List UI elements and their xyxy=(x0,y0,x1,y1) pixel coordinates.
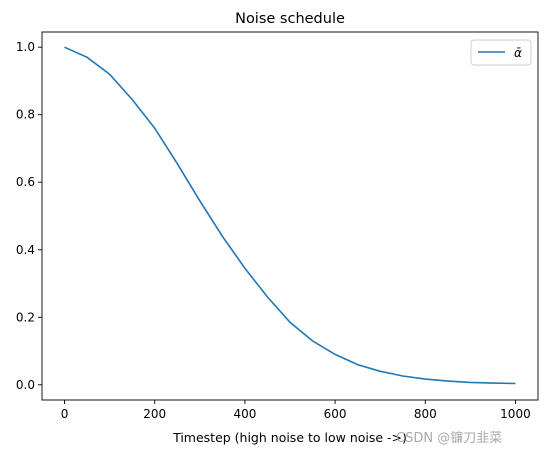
watermark: CSDN @镰刀韭菜 xyxy=(396,430,502,446)
y-tick-label: 0.6 xyxy=(16,175,35,189)
y-tick-label: 0.8 xyxy=(16,108,35,122)
y-tick-label: 1.0 xyxy=(16,40,35,54)
chart-title: Noise schedule xyxy=(235,11,345,27)
series-line-alpha-bar xyxy=(64,46,516,385)
axis-ticks: 0 200 400 600 800 1000 0.0 0.2 0.4 0.6 0.8 1.0 xyxy=(16,40,531,421)
y-tick-label: 0.4 xyxy=(16,243,35,257)
x-tick-label: 200 xyxy=(143,407,166,421)
x-tick-label: 400 xyxy=(233,407,256,421)
x-tick-label: 800 xyxy=(414,407,437,421)
x-tick-label: 0 xyxy=(61,407,69,421)
x-axis-label: Timestep (high noise to low noise ->) xyxy=(172,430,407,445)
legend: ᾱ xyxy=(470,39,532,66)
legend-label: ᾱ xyxy=(514,46,522,60)
x-tick-label: 600 xyxy=(324,407,347,421)
y-tick-label: 0.2 xyxy=(16,310,35,324)
plot-area-frame xyxy=(41,31,539,401)
x-tick-label: 1000 xyxy=(500,407,531,421)
y-tick-label: 0.0 xyxy=(16,378,35,392)
